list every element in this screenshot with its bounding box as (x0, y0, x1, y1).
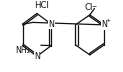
Text: N: N (34, 52, 40, 61)
Text: Cl: Cl (84, 3, 93, 12)
Text: NH₂: NH₂ (16, 46, 31, 55)
Text: HCl: HCl (34, 1, 49, 10)
Text: N: N (48, 20, 54, 29)
Text: +: + (105, 18, 110, 23)
Text: N: N (101, 20, 107, 29)
Text: −: − (92, 3, 97, 8)
